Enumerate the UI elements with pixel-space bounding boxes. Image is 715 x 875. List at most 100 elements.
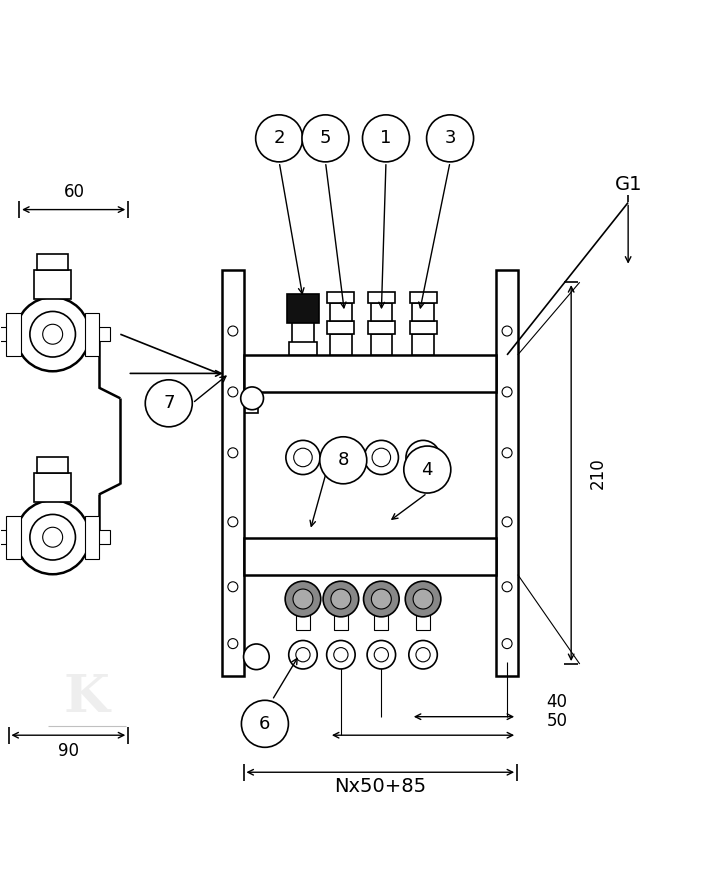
Text: 1: 1 — [380, 130, 392, 147]
Circle shape — [228, 387, 238, 397]
Circle shape — [502, 387, 512, 397]
Text: 5: 5 — [320, 130, 331, 147]
Circle shape — [363, 115, 410, 162]
Circle shape — [414, 448, 433, 466]
Bar — [6, 516, 21, 558]
Circle shape — [43, 528, 63, 547]
Circle shape — [372, 448, 390, 466]
Bar — [89, 327, 109, 341]
Circle shape — [405, 581, 441, 617]
Circle shape — [334, 648, 348, 662]
Circle shape — [427, 115, 473, 162]
Circle shape — [371, 589, 391, 609]
Circle shape — [332, 448, 350, 466]
Circle shape — [242, 700, 288, 747]
Circle shape — [502, 326, 512, 336]
Circle shape — [228, 326, 238, 336]
Circle shape — [302, 115, 349, 162]
Circle shape — [16, 500, 89, 574]
Circle shape — [241, 387, 264, 410]
Circle shape — [324, 440, 358, 474]
Circle shape — [30, 514, 76, 560]
Bar — [296, 601, 310, 630]
Circle shape — [409, 640, 438, 669]
Text: 7: 7 — [163, 395, 174, 412]
Bar — [496, 270, 518, 676]
Bar — [416, 601, 430, 630]
Circle shape — [406, 440, 440, 474]
Bar — [34, 473, 72, 501]
Text: K: K — [64, 672, 110, 723]
Text: 6: 6 — [260, 715, 270, 733]
Bar — [327, 292, 355, 303]
Bar — [370, 333, 392, 355]
Bar — [84, 313, 99, 355]
Bar — [0, 327, 16, 341]
Bar — [34, 270, 72, 298]
Circle shape — [293, 589, 313, 609]
Circle shape — [286, 440, 320, 474]
Circle shape — [228, 448, 238, 458]
Text: 60: 60 — [64, 183, 84, 200]
Circle shape — [502, 448, 512, 458]
Bar — [327, 321, 355, 333]
Circle shape — [145, 380, 192, 427]
Circle shape — [228, 582, 238, 592]
Bar — [244, 537, 496, 575]
Bar — [37, 458, 69, 473]
Text: 40: 40 — [546, 694, 568, 711]
Bar — [370, 303, 392, 321]
Circle shape — [30, 312, 76, 357]
Circle shape — [323, 581, 359, 617]
Bar — [84, 516, 99, 558]
Bar — [37, 255, 69, 270]
Bar — [89, 530, 109, 544]
Circle shape — [296, 648, 310, 662]
Circle shape — [327, 640, 355, 669]
Circle shape — [331, 589, 351, 609]
Bar — [292, 319, 315, 344]
Bar — [413, 333, 434, 355]
Bar — [334, 601, 348, 630]
Circle shape — [363, 581, 399, 617]
Bar — [330, 333, 352, 355]
Circle shape — [502, 517, 512, 527]
Bar — [368, 321, 395, 333]
Circle shape — [367, 640, 395, 669]
Circle shape — [374, 648, 388, 662]
Text: 50: 50 — [546, 712, 568, 730]
Bar — [289, 342, 317, 355]
Text: 3: 3 — [444, 130, 456, 147]
Circle shape — [294, 448, 312, 466]
Circle shape — [413, 589, 433, 609]
Text: 8: 8 — [337, 452, 349, 469]
Bar — [245, 397, 258, 413]
Bar — [6, 313, 21, 355]
Circle shape — [404, 446, 450, 493]
Text: 4: 4 — [422, 460, 433, 479]
Circle shape — [256, 115, 302, 162]
Circle shape — [285, 581, 321, 617]
Text: G1: G1 — [614, 175, 642, 194]
Circle shape — [228, 517, 238, 527]
Circle shape — [16, 298, 89, 371]
Text: 210: 210 — [589, 458, 607, 489]
Circle shape — [502, 639, 512, 648]
Circle shape — [228, 639, 238, 648]
Circle shape — [502, 582, 512, 592]
Circle shape — [320, 437, 367, 484]
Text: 2: 2 — [273, 130, 285, 147]
Bar — [374, 601, 388, 630]
Bar — [410, 321, 437, 333]
Circle shape — [364, 440, 398, 474]
Bar — [0, 530, 16, 544]
Circle shape — [244, 644, 269, 669]
Bar — [287, 294, 319, 323]
Bar — [413, 303, 434, 321]
Circle shape — [289, 640, 317, 669]
Bar — [368, 292, 395, 303]
Text: 90: 90 — [58, 742, 79, 760]
Bar — [330, 303, 352, 321]
Bar — [244, 355, 496, 392]
Bar — [222, 270, 244, 676]
